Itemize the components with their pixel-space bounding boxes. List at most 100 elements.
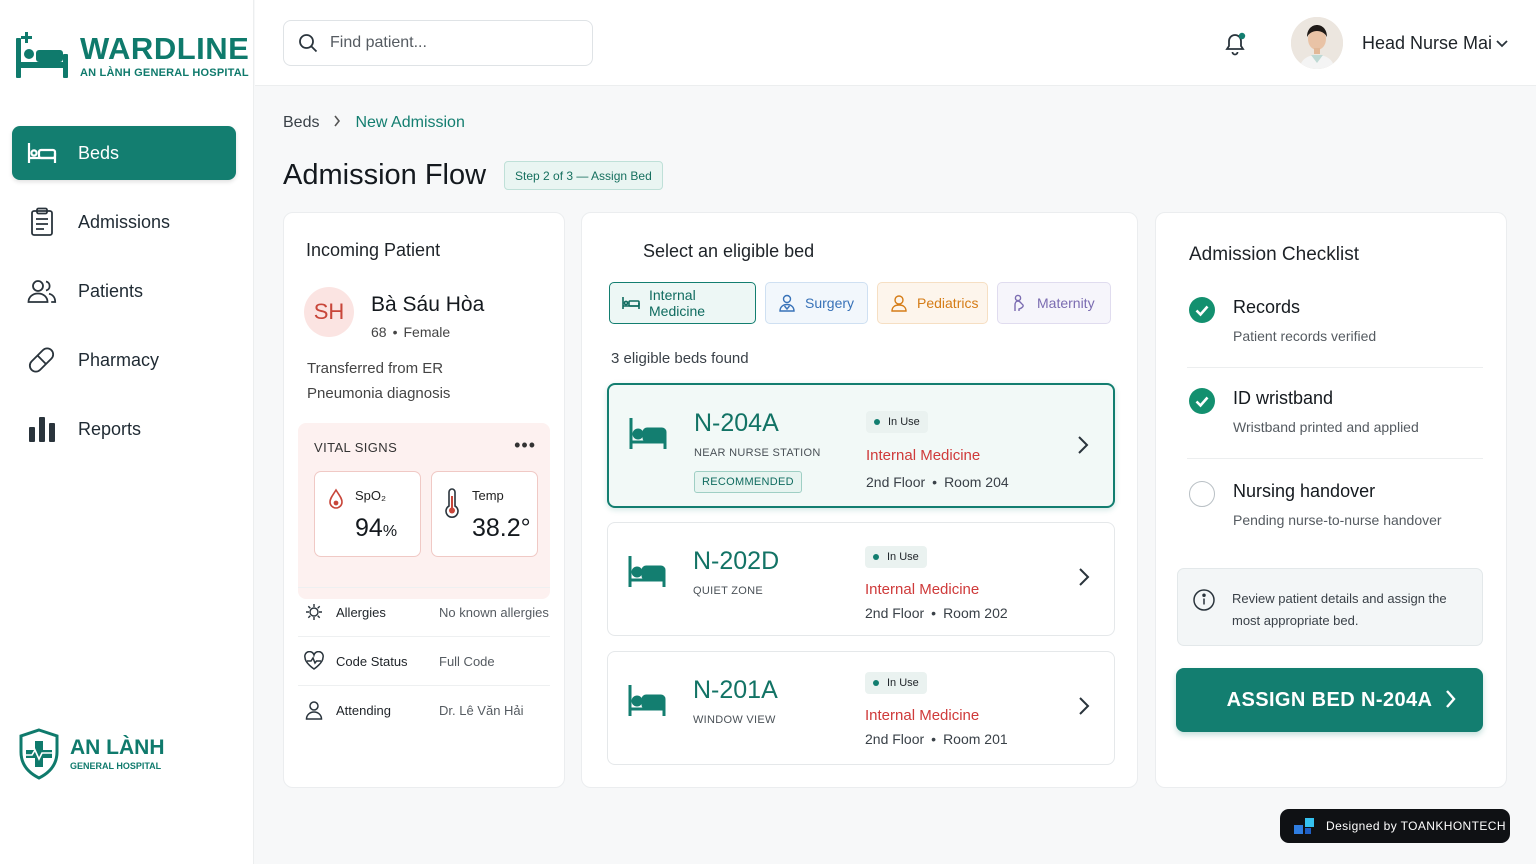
bed-note: WINDOW VIEW [693,714,776,726]
hint-text: Review patient details and assign the mo… [1232,591,1447,628]
filter-internal-medicine[interactable]: Internal Medicine [609,282,756,324]
vital-spo2: SpO₂ 94% [314,471,421,557]
section-title: Admission Checklist [1189,244,1359,265]
recommended-badge: RECOMMENDED [694,471,802,493]
bell-icon [1225,32,1246,56]
app-logo[interactable]: WARDLINE AN LÀNH GENERAL HOSPITAL [14,30,249,82]
bed-option-n-201a[interactable]: N-201A WINDOW VIEW In Use Internal Medic… [607,651,1115,765]
sidebar-item-label: Admissions [78,211,171,232]
check-circle-icon [1189,388,1215,414]
info-row-attending: Attending Dr. Lê Văn Hải [298,685,550,734]
chevron-right-icon [1078,696,1090,721]
bed-location: 2nd Floor • Room 202 [865,605,1008,621]
sidebar-item-label: Pharmacy [78,349,160,370]
allergy-icon [300,603,328,621]
breadcrumb: Beds New Admission [283,114,465,132]
chevron-right-icon [333,114,341,132]
sidebar-item-reports[interactable]: Reports [12,402,236,456]
chevron-right-icon [1445,688,1457,716]
bed-location: 2nd Floor • Room 201 [865,731,1008,747]
bed-selection-card: Select an eligible bed Internal Medicine… [581,212,1138,788]
bed-icon [622,296,640,310]
patient-age: 68 [371,324,387,340]
user-avatar[interactable] [1291,17,1343,69]
bed-icon [26,137,58,169]
filter-surgery[interactable]: Surgery [765,282,868,324]
search-input[interactable] [330,34,570,52]
checklist-subtitle: Pending nurse-to-nurse handover [1233,512,1442,528]
sidebar-item-label: Patients [78,280,144,301]
hospital-brand: AN LÀNH GENERAL HOSPITAL [18,728,165,780]
notifications-button[interactable] [1221,30,1249,58]
bed-code: N-202D [693,547,780,575]
breadcrumb-root[interactable]: Beds [283,114,320,131]
bed-option-n-202d[interactable]: N-202D QUIET ZONE In Use Internal Medici… [607,522,1115,636]
info-label: Attending [336,702,391,718]
nurse-avatar-icon [1291,17,1343,69]
incoming-patient-card: Incoming Patient SH Bà Sáu Hòa 68 • Female… [283,212,565,788]
search-box[interactable] [283,20,593,66]
status-dot [873,554,879,560]
filter-pediatrics[interactable]: Pediatrics [877,282,988,324]
divider [1187,458,1483,459]
sidebar-item-beds[interactable]: Beds [12,126,236,180]
vital-value: 38.2° [472,514,531,542]
user-menu-chevron[interactable] [1495,36,1509,54]
vital-signs-panel: VITAL SIGNS ••• SpO₂ 94% Temp 38.2° [298,423,550,599]
checklist-title: Nursing handover [1233,481,1376,501]
check-circle-icon [1189,297,1215,323]
vital-temp: Temp 38.2° [431,471,538,557]
hospital-bed-logo-icon [14,30,70,82]
bed-option-n-204a[interactable]: N-204A NEAR NURSE STATION RECOMMENDED In… [607,383,1115,508]
filter-label: Pediatrics [917,295,979,311]
filter-maternity[interactable]: Maternity [997,282,1111,324]
patient-diagnosis: Pneumonia diagnosis [307,385,451,402]
info-label: Code Status [336,653,408,669]
patient-demographics: 68 • Female [371,324,451,340]
bed-icon [628,415,668,456]
checklist-title: ID wristband [1233,388,1334,408]
person-icon [300,700,328,720]
maternity-icon [1010,294,1028,312]
sidebar-item-pharmacy[interactable]: Pharmacy [12,333,236,387]
page-title: Admission Flow [283,159,487,191]
patient-transfer: Transferred from ER [307,360,444,377]
filter-label: Surgery [805,295,855,311]
pill-icon [26,344,58,376]
checklist-subtitle: Patient records verified [1233,328,1377,344]
heart-pulse-icon [300,651,328,671]
chevron-right-icon [1077,435,1089,460]
brand-subtitle: GENERAL HOSPITAL [70,761,162,771]
bed-department: Internal Medicine [866,447,981,464]
drop-icon [327,488,345,515]
vital-value: 94% [355,514,398,542]
section-title: Incoming Patient [306,240,441,260]
filter-label: Maternity [1037,295,1095,311]
bed-code: N-201A [693,676,778,704]
info-hint: Review patient details and assign the mo… [1177,568,1483,646]
department-filters: Internal Medicine Surgery Pediatrics Mat… [609,282,1120,324]
bed-icon [627,682,667,723]
vitals-title: VITAL SIGNS [314,440,398,455]
patient-name: Bà Sáu Hòa [371,293,485,316]
designed-by-text: Designed by TOANKHONTECH [1326,819,1506,833]
filter-label: Internal Medicine [649,287,706,319]
bed-code: N-204A [694,409,779,437]
sidebar: WARDLINE AN LÀNH GENERAL HOSPITAL Beds A… [0,0,254,864]
sidebar-item-admissions[interactable]: Admissions [12,195,236,249]
hospital-name: AN LÀNH GENERAL HOSPITAL [80,67,249,79]
breadcrumb-current: New Admission [355,114,465,131]
bed-icon [627,553,667,594]
top-header: Head Nurse Mai [255,0,1536,86]
user-name[interactable]: Head Nurse Mai [1362,33,1493,53]
bed-status-badge: In Use [865,546,927,568]
child-icon [890,294,908,312]
sidebar-item-label: Beds [78,142,120,163]
assign-bed-button[interactable]: ASSIGN BED N-204A [1176,668,1483,732]
users-icon [26,275,58,307]
vital-label: SpO₂ [355,488,387,503]
vital-label: Temp [472,488,504,503]
info-label: Allergies [336,604,386,620]
sidebar-item-patients[interactable]: Patients [12,264,236,318]
more-options-icon[interactable]: ••• [514,435,536,455]
